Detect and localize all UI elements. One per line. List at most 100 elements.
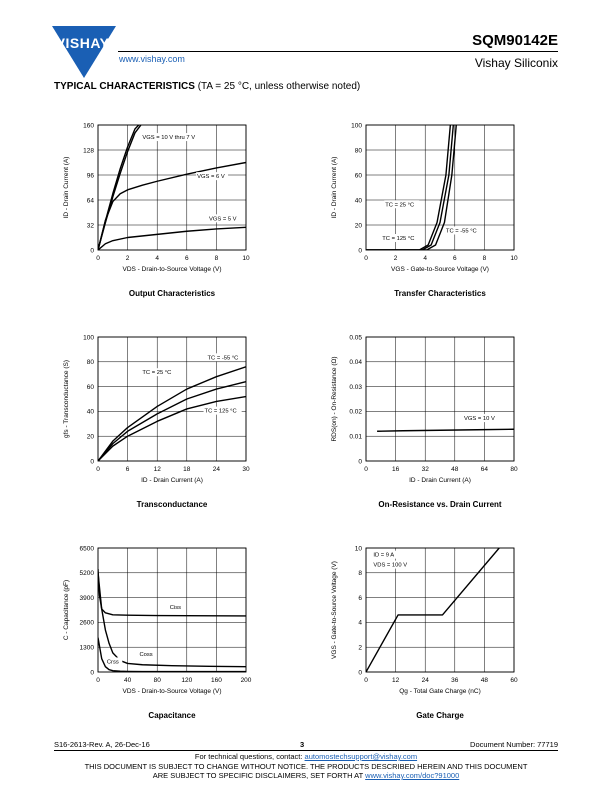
annotation-label: Ciss: [170, 605, 181, 611]
annotation-bg: [141, 133, 205, 142]
footer-contact-label: For technical questions, contact:: [194, 752, 305, 761]
annotation-label: TC = -55 °C: [208, 355, 239, 361]
x-tick-label: 120: [181, 677, 192, 684]
footer-revision: S16-2613-Rev. A, 26-Dec-16: [54, 740, 150, 749]
x-tick-label: 6: [185, 255, 189, 262]
y-tick-label: 5200: [80, 570, 95, 577]
part-number: SQM90142E: [472, 32, 558, 49]
y-tick-label: 0: [90, 458, 94, 465]
chart-caption: Gate Charge: [416, 711, 464, 720]
x-tick-label: 4: [155, 255, 159, 262]
annotation-label: VGS = 5 V: [209, 216, 237, 222]
x-tick-label: 18: [183, 466, 191, 473]
annotation-label: VGS = 10 V thru 7 V: [142, 135, 195, 141]
annotation-bg: [463, 414, 499, 423]
y-tick-label: 6500: [80, 545, 95, 552]
y-tick-label: 160: [83, 122, 94, 129]
x-tick-label: 60: [510, 677, 518, 684]
x-axis-label: VDS - Drain-to-Source Voltage (V): [123, 688, 222, 695]
brand-text: VISHAY.: [55, 35, 113, 51]
x-tick-label: 8: [483, 255, 487, 262]
x-tick-label: 80: [154, 677, 162, 684]
y-tick-label: 80: [355, 147, 363, 154]
annotation-bg: [203, 406, 242, 415]
x-tick-label: 200: [241, 677, 252, 684]
plot-frame: [365, 336, 515, 462]
x-tick-label: 48: [451, 466, 459, 473]
annotation-label: TC = 125 °C: [205, 409, 237, 415]
section-heading: TYPICAL CHARACTERISTICS (TA = 25 °C, unl…: [54, 81, 360, 92]
x-tick-label: 16: [392, 466, 400, 473]
company-name: Vishay Siliconix: [474, 56, 558, 70]
x-axis-label: VGS - Gate-to-Source Voltage (V): [391, 266, 489, 273]
x-tick-label: 30: [242, 466, 250, 473]
series-line-3: [98, 637, 246, 672]
annotation-label: Coss: [139, 652, 152, 658]
footer-disclaimer-link[interactable]: www.vishay.com/doc?91000: [365, 771, 460, 780]
y-tick-label: 4: [358, 620, 362, 627]
series-line-1: [98, 366, 246, 461]
y-tick-label: 6: [358, 595, 362, 602]
vishay-triangle-icon: [52, 26, 116, 78]
annotation-label: Crss: [107, 659, 119, 665]
plot-frame: [97, 336, 247, 462]
footer-contact-email[interactable]: automostechsupport@vishay.com: [304, 752, 418, 761]
x-axis-label: ID - Drain Current (A): [409, 477, 471, 484]
x-tick-label: 0: [96, 677, 100, 684]
footer-doc-number: Document Number: 77719: [470, 740, 558, 749]
chart-caption: Transfer Characteristics: [394, 289, 486, 298]
y-tick-label: 1300: [80, 645, 95, 652]
series-line-3: [98, 161, 246, 250]
annotation-label: TC = -55 °C: [446, 229, 477, 235]
annotation-label: TC = 125 °C: [382, 236, 414, 242]
footer-contact: For technical questions, contact: automo…: [54, 752, 558, 761]
footer-notice-2: ARE SUBJECT TO SPECIFIC DISCLAIMERS, SET…: [54, 771, 558, 780]
annotation-bg: [372, 560, 411, 569]
section-title: TYPICAL CHARACTERISTICS: [54, 81, 195, 92]
y-tick-label: 100: [83, 334, 94, 341]
y-tick-label: 3900: [80, 595, 95, 602]
series-line-4: [98, 226, 246, 250]
x-tick-label: 6: [453, 255, 457, 262]
series-line-1: [377, 428, 514, 432]
header-rule: [118, 51, 558, 52]
y-tick-label: 0.03: [349, 384, 362, 391]
series-line-1: [366, 125, 452, 250]
y-tick-label: 2600: [80, 620, 95, 627]
annotation-bg: [444, 226, 484, 235]
chart-caption: Transconductance: [137, 500, 208, 509]
y-tick-label: 80: [87, 359, 95, 366]
vishay-logo: VISHAY.: [52, 26, 116, 78]
y-tick-label: 128: [83, 147, 94, 154]
y-tick-label: 0: [90, 669, 94, 676]
website-link[interactable]: www.vishay.com: [119, 54, 185, 64]
x-tick-label: 0: [96, 255, 100, 262]
footer-notice-1: THIS DOCUMENT IS SUBJECT TO CHANGE WITHO…: [84, 762, 528, 771]
chart-transconductance: 0 6 12 18 24 30 0 20 40 60 80 100 ID - Drain Current…: [63, 334, 250, 509]
series-line-2: [98, 380, 246, 461]
section-condition: (TA = 25 °C, unless otherwise noted): [197, 81, 361, 92]
x-tick-label: 6: [126, 466, 130, 473]
x-tick-label: 48: [481, 677, 489, 684]
footer-page-number: 3: [300, 740, 305, 749]
x-tick-label: 0: [364, 466, 368, 473]
y-tick-label: 0: [358, 458, 362, 465]
y-tick-label: 40: [355, 197, 363, 204]
y-tick-label: 20: [87, 434, 95, 441]
annotation-label: ID = 9 A: [373, 553, 394, 559]
x-tick-label: 80: [510, 466, 518, 473]
x-tick-label: 8: [215, 255, 219, 262]
annotation-bg: [206, 353, 245, 362]
y-tick-label: 64: [87, 197, 95, 204]
x-tick-label: 4: [423, 255, 427, 262]
x-tick-label: 12: [392, 677, 400, 684]
y-tick-label: 8: [358, 570, 362, 577]
y-tick-label: 0: [358, 669, 362, 676]
footer-notice-2-text: ARE SUBJECT TO SPECIFIC DISCLAIMERS, SET…: [152, 771, 366, 780]
annotation-bg: [384, 200, 420, 209]
annotation-bg: [138, 649, 155, 658]
chart-caption: Output Characteristics: [129, 289, 216, 298]
y-axis-label: ID - Drain Current (A): [63, 157, 70, 219]
x-tick-label: 36: [451, 677, 459, 684]
